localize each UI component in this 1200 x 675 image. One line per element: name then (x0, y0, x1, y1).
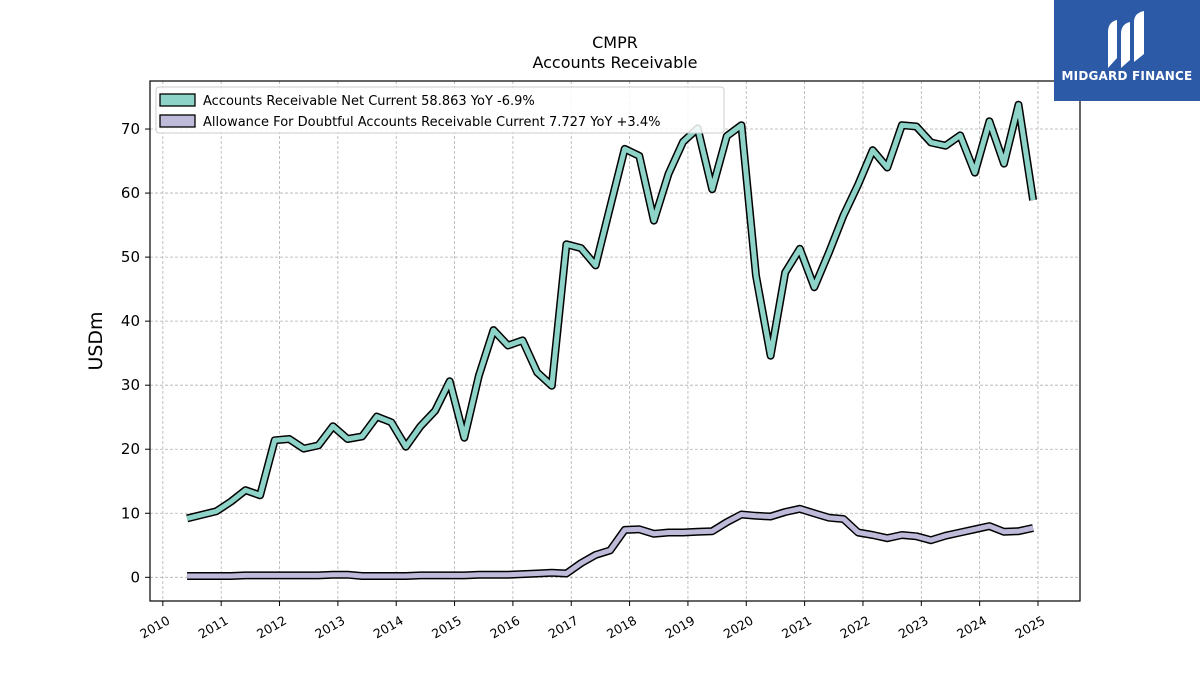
midgard-logo-icon (1108, 11, 1144, 68)
x-tick-label: 2025 (1012, 613, 1047, 642)
x-tick-label: 2021 (779, 613, 814, 642)
brand-logo: MIDGARD FINANCE (1054, 0, 1200, 101)
legend-swatch-allowance (159, 114, 196, 128)
y-tick-label: 10 (121, 504, 140, 522)
y-tick-label: 50 (121, 248, 140, 266)
y-tick-label: 0 (130, 568, 140, 586)
x-tick-label: 2018 (604, 613, 639, 642)
y-tick-label: 40 (121, 312, 140, 330)
y-axis-ticks: 0 10 20 30 40 50 60 70 (121, 120, 150, 586)
x-tick-label: 2014 (371, 613, 406, 642)
legend-label-accounts-receivable: Accounts Receivable Net Current 58.863 Y… (203, 94, 535, 109)
x-tick-label: 2024 (954, 613, 989, 642)
chart-subtitle: Accounts Receivable (532, 53, 697, 72)
x-tick-label: 2013 (312, 613, 347, 642)
grid (150, 81, 1080, 601)
logo-text: MIDGARD FINANCE (1061, 69, 1193, 83)
legend-box (155, 86, 725, 134)
y-tick-label: 30 (121, 376, 140, 394)
legend-swatch-accounts-receivable (159, 93, 196, 107)
y-tick-label: 20 (121, 440, 140, 458)
x-tick-label: 2022 (837, 613, 872, 642)
x-axis-ticks: 2010 2011 2012 2013 2014 2015 2016 2017 2018 2019… (137, 601, 1047, 642)
x-tick-label: 2012 (254, 613, 289, 642)
x-tick-label: 2017 (546, 613, 581, 642)
legend-label-allowance: Allowance For Doubtful Accounts Receivab… (203, 115, 660, 130)
series-line-allowance (187, 506, 1034, 579)
x-tick-label: 2016 (487, 613, 522, 642)
x-tick-label: 2023 (896, 613, 931, 642)
series-outline-accounts-receivable (186, 100, 1038, 523)
series-line-accounts-receivable (186, 102, 1036, 521)
y-axis-label: USDm (85, 311, 107, 370)
x-tick-label: 2011 (196, 613, 231, 642)
x-tick-label: 2015 (429, 613, 464, 642)
x-tick-label: 2020 (721, 613, 756, 642)
legend: Accounts Receivable Net Current 58.863 Y… (155, 86, 725, 134)
series-outline-allowance (187, 504, 1034, 580)
series-lines (186, 100, 1038, 580)
x-tick-label: 2019 (662, 613, 697, 642)
y-tick-label: 60 (121, 184, 140, 202)
x-tick-label: 2010 (137, 613, 172, 642)
chart-title: CMPR (592, 33, 638, 52)
plot-frame (149, 80, 1081, 602)
y-tick-label: 70 (121, 120, 140, 138)
